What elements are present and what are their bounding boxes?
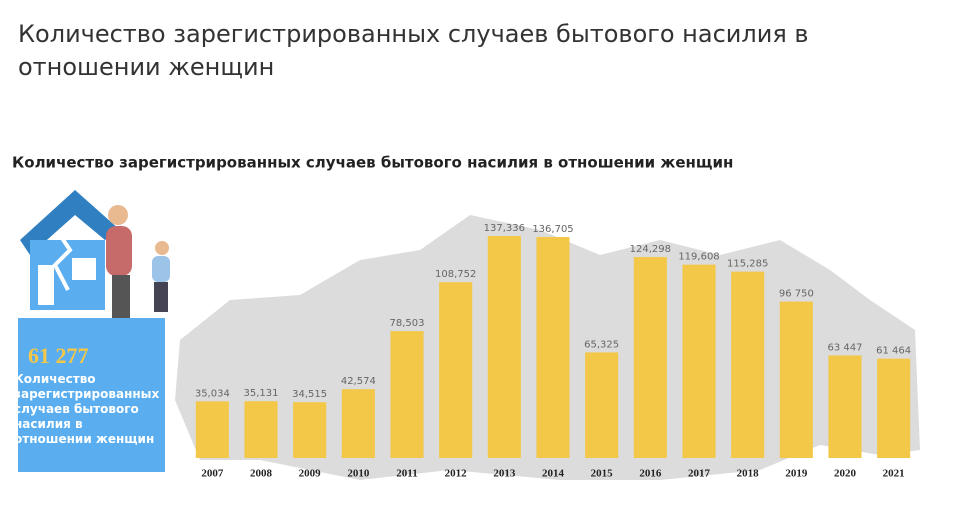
x-tick-label: 2017 bbox=[688, 468, 711, 480]
chart-title: Количество зарегистрированных случаев бы… bbox=[12, 154, 733, 172]
value-label: 115,285 bbox=[727, 259, 768, 270]
x-tick-label: 2014 bbox=[542, 468, 565, 480]
infobox bbox=[18, 318, 165, 472]
bar bbox=[293, 402, 327, 458]
page-title: Количество зарегистрированных случаев бы… bbox=[18, 20, 809, 81]
value-label: 61 464 bbox=[876, 346, 911, 357]
bar bbox=[633, 257, 667, 458]
x-tick-label: 2015 bbox=[591, 468, 614, 480]
bar bbox=[195, 401, 229, 458]
illustration bbox=[20, 190, 170, 320]
x-tick-label: 2018 bbox=[737, 468, 760, 480]
bar bbox=[487, 236, 521, 458]
value-label: 136,705 bbox=[532, 224, 573, 235]
bar bbox=[341, 389, 375, 458]
x-tick-label: 2013 bbox=[493, 468, 516, 480]
x-tick-label: 2011 bbox=[396, 468, 417, 480]
x-tick-label: 2010 bbox=[347, 468, 370, 480]
bar bbox=[439, 282, 473, 458]
bar bbox=[536, 237, 570, 458]
x-tick-label: 2009 bbox=[299, 468, 322, 480]
infobox-text-wrap: Количество зарегистрированных случаев бы… bbox=[14, 372, 160, 446]
bar bbox=[731, 271, 765, 458]
x-tick-label: 2008 bbox=[250, 468, 273, 480]
value-label: 65,325 bbox=[584, 339, 619, 350]
value-label: 96 750 bbox=[779, 289, 814, 300]
value-label: 34,515 bbox=[292, 389, 327, 400]
bar bbox=[828, 355, 862, 458]
x-tick-label: 2012 bbox=[445, 468, 468, 480]
bar bbox=[779, 301, 813, 458]
x-tick-label: 2021 bbox=[883, 468, 905, 480]
value-label: 78,503 bbox=[390, 318, 425, 329]
value-label: 42,574 bbox=[341, 376, 376, 387]
value-label: 124,298 bbox=[630, 244, 671, 255]
value-label: 108,752 bbox=[435, 269, 476, 280]
x-tick-label: 2019 bbox=[785, 468, 808, 480]
bar bbox=[585, 352, 619, 458]
x-tick-label: 2016 bbox=[639, 468, 662, 480]
value-label: 35,131 bbox=[244, 388, 279, 399]
x-tick-label: 2020 bbox=[834, 468, 857, 480]
value-label: 119,608 bbox=[678, 252, 719, 263]
bar bbox=[877, 358, 911, 458]
bar bbox=[244, 401, 278, 458]
value-label: 137,336 bbox=[484, 223, 525, 234]
value-label: 63 447 bbox=[828, 342, 863, 353]
infobox-text: Количество зарегистрированных случаев бы… bbox=[14, 372, 160, 446]
bar bbox=[682, 264, 716, 458]
bar bbox=[390, 331, 424, 458]
infobox-number: 61 277 bbox=[28, 343, 89, 368]
value-label: 35,034 bbox=[195, 388, 230, 399]
x-tick-label: 2007 bbox=[201, 468, 224, 480]
